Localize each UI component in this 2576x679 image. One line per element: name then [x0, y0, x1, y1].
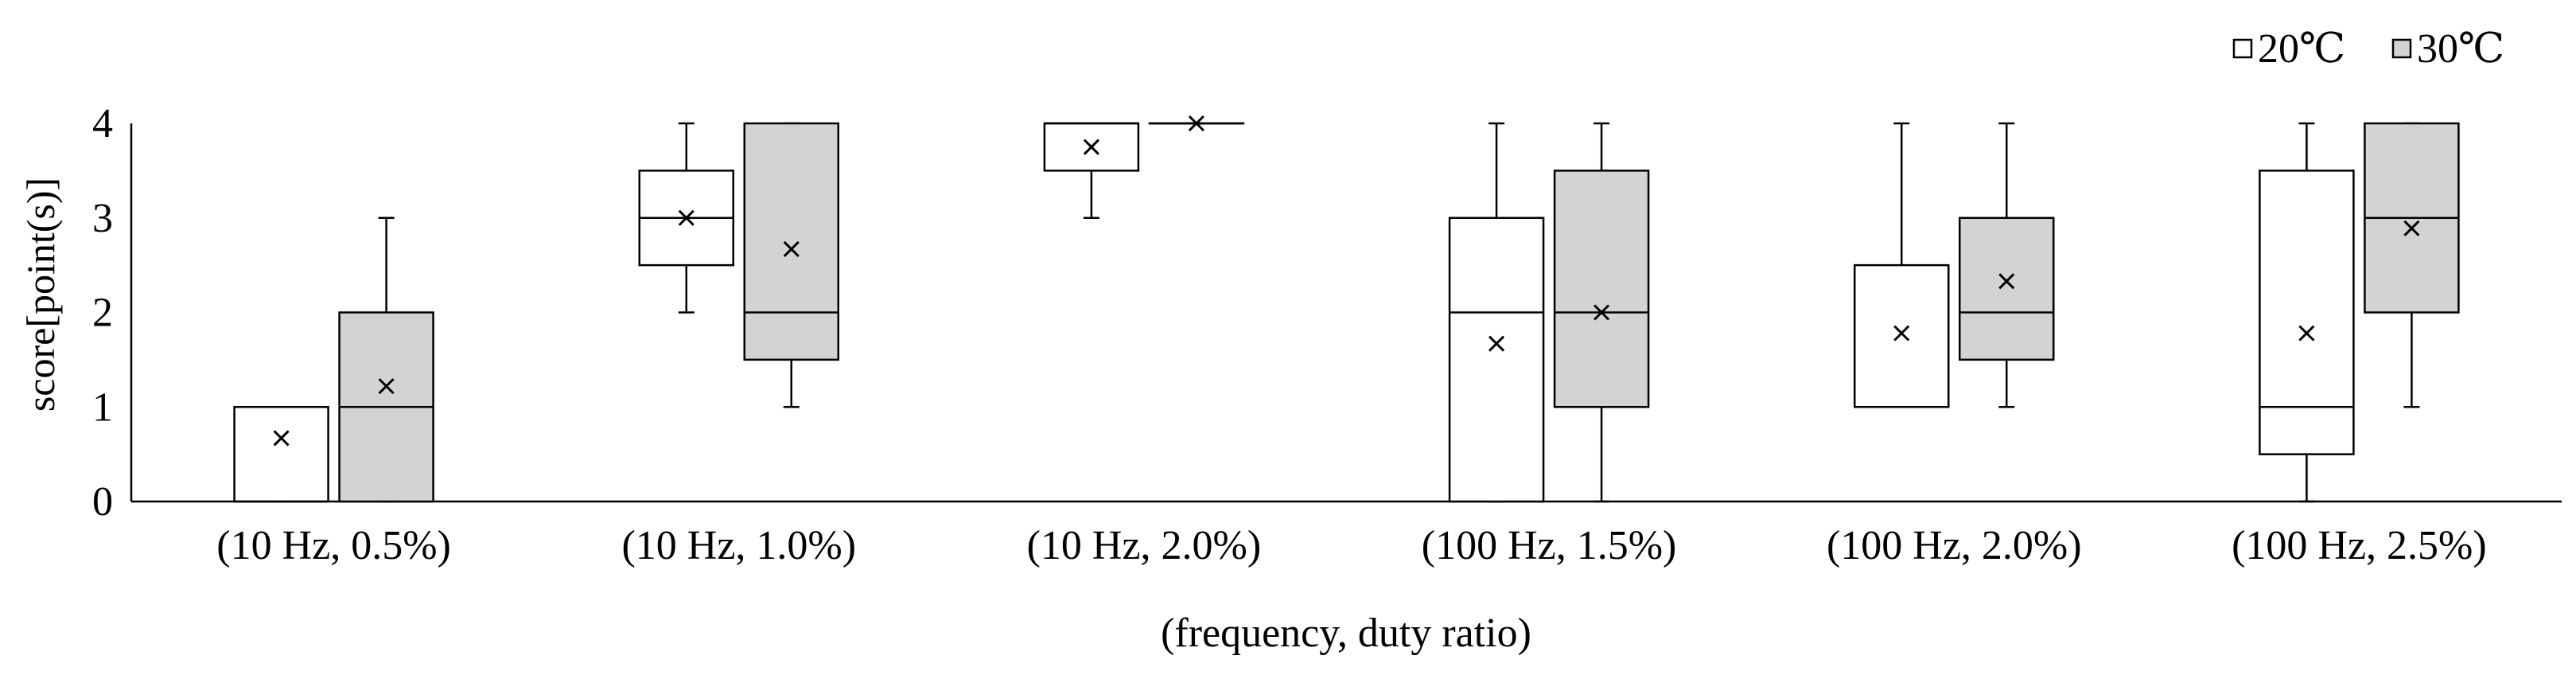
mean-marker [783, 240, 800, 257]
legend-swatch-20c [2232, 38, 2253, 59]
mean-marker [1188, 115, 1204, 132]
box-0-5 [2259, 122, 2355, 503]
mean-marker [678, 209, 695, 226]
box-0-3 [1448, 122, 1545, 503]
mean-marker [273, 430, 290, 447]
mean-marker [1998, 273, 2015, 290]
y-tick-label: 4 [92, 101, 113, 146]
box-1-0 [338, 217, 434, 503]
box-body [1553, 170, 1650, 408]
box-body [1959, 217, 2055, 361]
mean-marker [1593, 304, 1610, 321]
box-body [1448, 217, 1545, 503]
y-tick-label: 2 [92, 291, 113, 336]
y-axis-label: score[point(s)] [18, 178, 63, 412]
legend-swatch-30c [2391, 38, 2412, 59]
y-tick-label: 1 [92, 384, 113, 430]
x-tick-label: (10 Hz, 2.0%) [1027, 523, 1262, 568]
box-0-4 [1854, 122, 1950, 408]
y-tick-label: 0 [92, 479, 113, 525]
box-body [1854, 263, 1950, 408]
y-tick-labels: 0 1 2 3 4 [92, 101, 113, 525]
box-1-4 [1959, 122, 2055, 408]
box-0-0 [233, 406, 329, 503]
box-body [743, 122, 839, 361]
box-1-2 [1148, 115, 1245, 132]
legend: 20℃ 30℃ [2232, 26, 2504, 72]
box-body [2259, 170, 2355, 455]
box-1-3 [1553, 122, 1650, 503]
boxes [233, 115, 2460, 503]
box-1-1 [743, 122, 839, 408]
mean-marker [2298, 325, 2315, 341]
mean-marker [1083, 139, 1099, 155]
box-1-5 [2364, 122, 2460, 408]
x-tick-label: (100 Hz, 2.0%) [1827, 523, 2082, 568]
box-body [233, 406, 329, 503]
mean-marker [1893, 325, 1910, 341]
legend-label-20c: 20℃ [2258, 26, 2345, 72]
box-0-2 [1043, 122, 1140, 219]
legend-label-30c: 30℃ [2417, 26, 2504, 72]
mean-marker [2403, 220, 2420, 236]
x-tick-label: (10 Hz, 1.0%) [621, 523, 856, 568]
axes [130, 123, 2562, 503]
mean-marker [378, 378, 395, 395]
mean-marker [1488, 335, 1505, 352]
x-tick-label: (10 Hz, 0.5%) [216, 523, 451, 568]
x-axis-label: (frequency, duty ratio) [1161, 611, 1531, 656]
x-tick-labels: (10 Hz, 0.5%) (10 Hz, 1.0%) (10 Hz, 2.0%) (… [216, 523, 2486, 568]
box-0-1 [638, 122, 734, 314]
y-tick-label: 3 [92, 196, 113, 241]
x-tick-label: (100 Hz, 2.5%) [2232, 523, 2487, 568]
x-tick-label: (100 Hz, 1.5%) [1422, 523, 1677, 568]
